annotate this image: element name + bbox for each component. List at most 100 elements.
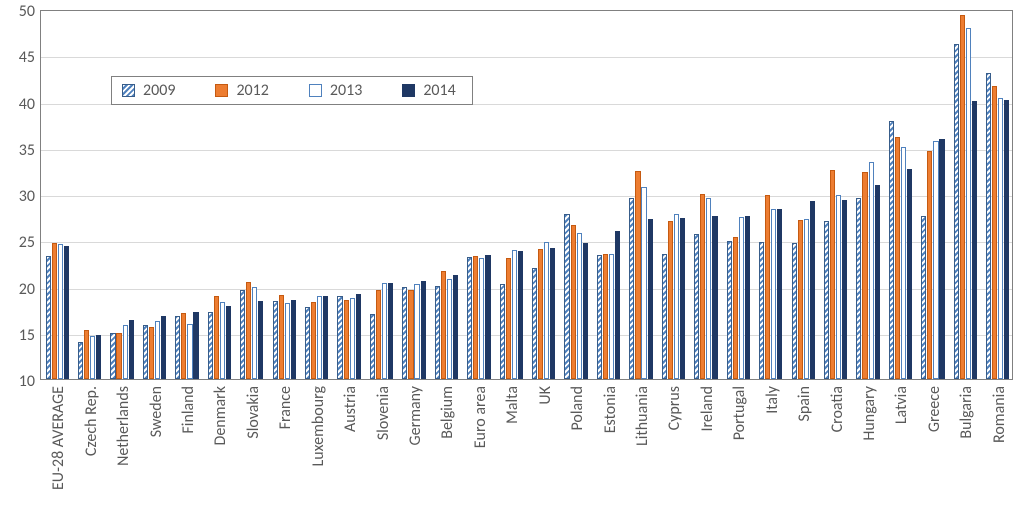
bar <box>998 98 1003 379</box>
bar <box>727 241 732 379</box>
legend-item: 2014 <box>402 81 455 100</box>
bar <box>78 342 83 379</box>
bar <box>441 271 446 379</box>
bar <box>824 221 829 379</box>
bar <box>603 254 608 379</box>
y-tick-label: 40 <box>5 95 35 114</box>
x-category-label: Belgium <box>438 386 457 439</box>
x-category-label: Denmark <box>211 386 230 446</box>
bar <box>939 139 944 380</box>
legend-label: 2013 <box>330 81 362 100</box>
legend-label: 2012 <box>236 81 268 100</box>
bar <box>706 198 711 379</box>
bar <box>149 327 154 379</box>
bar <box>674 214 679 379</box>
bar <box>344 300 349 379</box>
bar <box>52 243 57 379</box>
bar <box>273 301 278 379</box>
x-category-label: Germany <box>406 386 425 445</box>
bar <box>246 282 251 379</box>
x-category-label: France <box>276 386 295 429</box>
legend-swatch <box>309 84 322 97</box>
bars-layer <box>41 11 1012 379</box>
plot-area: 2009 2012 2013 2014 <box>40 10 1013 380</box>
bar <box>830 170 835 379</box>
bar <box>759 242 764 379</box>
bar <box>376 290 381 379</box>
bar <box>90 336 95 379</box>
x-category-label: Spain <box>795 386 814 422</box>
bar <box>96 335 101 379</box>
x-category-label: Cyprus <box>665 386 684 430</box>
bar <box>214 296 219 379</box>
bar <box>1004 100 1009 379</box>
bar <box>712 216 717 379</box>
bar <box>110 333 115 379</box>
bar <box>323 296 328 379</box>
y-tick-label: 50 <box>5 2 35 21</box>
bar <box>856 198 861 379</box>
bar <box>485 255 490 379</box>
bar <box>901 147 906 379</box>
bar <box>532 268 537 379</box>
x-category-label: UK <box>536 386 555 405</box>
y-tick-label: 20 <box>5 280 35 299</box>
bar <box>193 312 198 379</box>
x-category-label: Luxembourg <box>309 386 328 467</box>
y-tick-label: 30 <box>5 187 35 206</box>
bar <box>635 171 640 379</box>
x-category-label: Bulgaria <box>957 386 976 439</box>
legend-label: 2009 <box>143 81 175 100</box>
bar <box>992 86 997 379</box>
bar <box>311 302 316 379</box>
x-category-label: Romania <box>990 386 1009 443</box>
x-category-label: EU-28 AVERAGE <box>49 386 68 490</box>
bar <box>571 225 576 379</box>
bar <box>564 214 569 379</box>
bar <box>739 217 744 379</box>
bar <box>733 237 738 379</box>
x-category-label: Estonia <box>601 386 620 433</box>
bar <box>240 290 245 379</box>
bar <box>123 325 128 379</box>
bar <box>226 306 231 379</box>
y-tick-label: 25 <box>5 233 35 252</box>
x-category-label: Euro area <box>471 386 490 448</box>
y-tick-label: 10 <box>5 372 35 391</box>
bar <box>577 233 582 379</box>
x-category-label: Malta <box>503 386 522 424</box>
bar <box>889 121 894 379</box>
bar <box>986 73 991 379</box>
bar <box>479 258 484 379</box>
x-category-label: Latvia <box>892 386 911 424</box>
legend-swatch <box>122 84 135 97</box>
bar <box>421 281 426 379</box>
bar <box>64 246 69 379</box>
legend-swatch <box>215 84 228 97</box>
bar <box>648 219 653 379</box>
x-category-label: Slovakia <box>244 386 263 439</box>
bar <box>583 243 588 379</box>
x-category-label: Greece <box>925 386 944 432</box>
x-category-label: Portugal <box>730 386 749 440</box>
bar <box>771 209 776 379</box>
bar <box>84 330 89 379</box>
bar <box>933 141 938 379</box>
x-category-label: Austria <box>341 386 360 432</box>
bar <box>641 187 646 379</box>
x-category-label: Hungary <box>860 386 879 441</box>
bar <box>414 284 419 379</box>
bar <box>285 303 290 379</box>
bar <box>745 216 750 379</box>
bar <box>208 312 213 379</box>
bar <box>875 185 880 379</box>
bar <box>960 15 965 379</box>
bar <box>337 296 342 379</box>
bar <box>143 325 148 379</box>
bar <box>317 296 322 379</box>
bar <box>544 242 549 379</box>
chart-container: 101520253035404550 2009201220132014 EU-2… <box>0 0 1023 524</box>
legend-swatch <box>402 84 415 97</box>
bar <box>252 287 257 379</box>
bar <box>453 275 458 379</box>
